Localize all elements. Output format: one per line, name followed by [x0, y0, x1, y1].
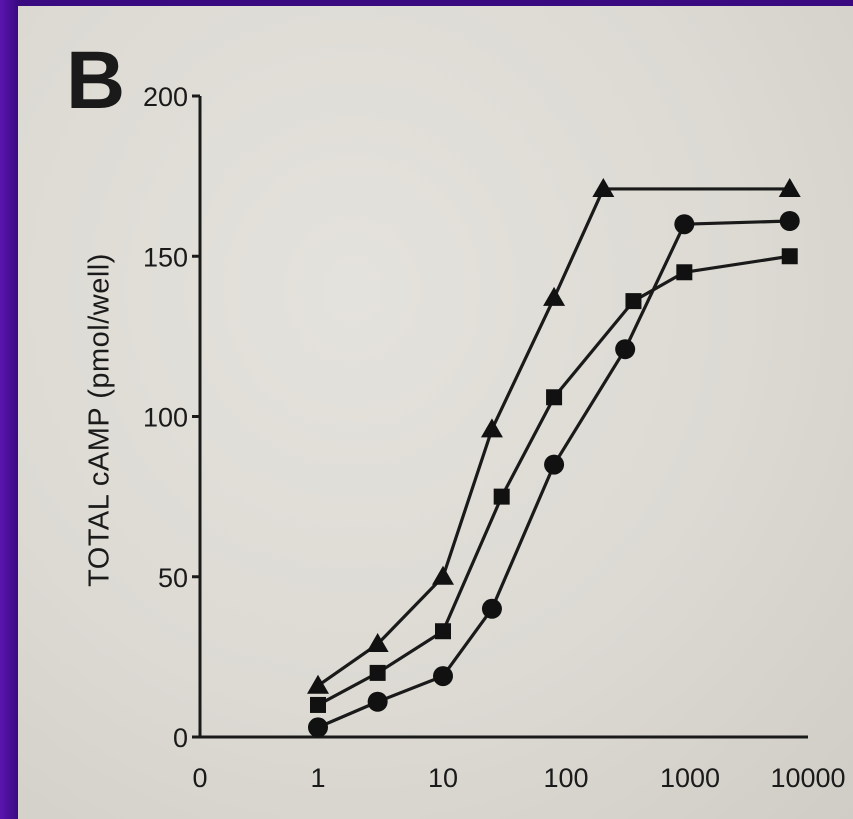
- circle-point: [674, 214, 695, 235]
- x-tick-label: 1000: [660, 763, 720, 793]
- triangle-point: [592, 177, 615, 197]
- circle-point: [779, 210, 800, 231]
- x-tick-label: 100: [543, 763, 588, 793]
- circle-point: [308, 717, 328, 738]
- chart-series: [307, 177, 801, 738]
- circle-point: [433, 666, 453, 687]
- square-point: [435, 623, 451, 640]
- series-line: [317, 187, 790, 688]
- y-tick-label: 200: [143, 82, 188, 112]
- y-tick-label: 150: [143, 242, 188, 272]
- square-point: [310, 696, 326, 713]
- series-line: [317, 219, 790, 729]
- circle-point: [481, 598, 502, 619]
- triangle-point: [366, 633, 389, 653]
- panel-label: B: [66, 35, 126, 126]
- square-point: [369, 664, 386, 681]
- square-point: [493, 488, 510, 505]
- series-circle: [308, 210, 800, 738]
- x-tick-label: 10: [428, 763, 458, 793]
- y-tick-label: 100: [143, 403, 188, 433]
- square-point: [781, 248, 798, 265]
- x-axis-ticks: 0 1 10 100 1000 10000: [192, 763, 845, 793]
- circle-point: [367, 691, 388, 712]
- square-point: [546, 389, 563, 406]
- series-line: [317, 254, 790, 707]
- square-point: [625, 293, 642, 310]
- y-tick-label: 50: [158, 563, 188, 593]
- circle-point: [544, 454, 565, 475]
- triangle-point: [307, 674, 329, 694]
- figure-paper: [18, 6, 853, 819]
- triangle-point: [432, 565, 454, 585]
- x-tick-label: 10000: [770, 763, 845, 793]
- chart-axes: [198, 96, 808, 739]
- y-axis-ticks: 0 50 100 150 200: [143, 82, 200, 753]
- triangle-point: [778, 177, 801, 197]
- square-point: [676, 264, 693, 281]
- x-tick-label: 1: [310, 763, 325, 793]
- series-square: [310, 248, 798, 713]
- triangle-point: [543, 286, 566, 306]
- x-tick-label: 0: [192, 763, 207, 793]
- series-triangle: [307, 177, 801, 694]
- circle-point: [615, 339, 636, 360]
- y-tick-label: 0: [173, 723, 188, 753]
- triangle-point: [480, 418, 503, 438]
